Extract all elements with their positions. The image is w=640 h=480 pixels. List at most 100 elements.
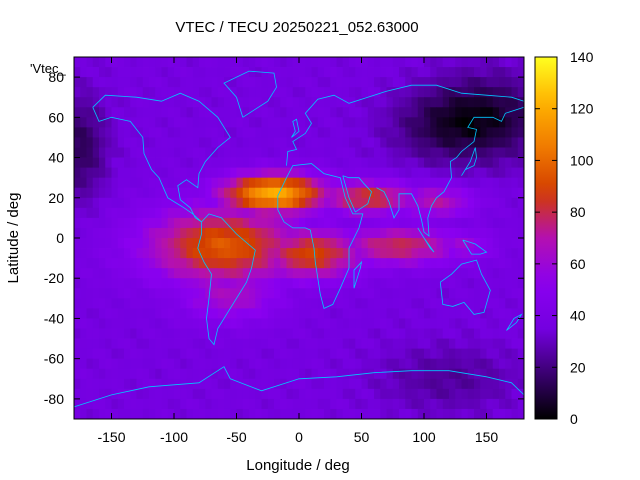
heatmap-cell xyxy=(111,298,119,309)
heatmap-cell xyxy=(486,358,494,370)
heatmap-cell xyxy=(517,177,525,189)
heatmap-cell xyxy=(486,227,494,239)
heatmap-cell xyxy=(130,268,137,279)
heatmap-cell xyxy=(324,258,331,269)
heatmap-cell xyxy=(167,127,175,138)
heatmap-cell xyxy=(280,157,287,169)
heatmap-cell xyxy=(367,197,375,209)
heatmap-cell xyxy=(467,408,475,420)
heatmap-cell xyxy=(330,338,337,350)
heatmap-cell xyxy=(411,248,419,259)
heatmap-cell xyxy=(211,137,219,148)
heatmap-cell xyxy=(486,248,494,259)
heatmap-cell xyxy=(430,207,437,219)
heatmap-cell xyxy=(255,137,262,148)
heatmap-cell xyxy=(130,398,137,410)
heatmap-cell xyxy=(461,318,469,329)
heatmap-cell xyxy=(474,328,481,339)
heatmap-cell xyxy=(86,348,94,360)
heatmap-cell xyxy=(430,187,437,199)
heatmap-cell xyxy=(167,238,175,249)
heatmap-cell xyxy=(411,127,419,138)
heatmap-cell xyxy=(292,268,300,279)
heatmap-cell xyxy=(417,187,425,199)
heatmap-cell xyxy=(274,127,281,138)
heatmap-cell xyxy=(111,248,119,259)
heatmap-cell xyxy=(349,107,356,118)
heatmap-cell xyxy=(155,298,162,309)
heatmap-cell xyxy=(374,107,381,118)
heatmap-cell xyxy=(180,97,187,108)
heatmap-cell xyxy=(380,137,387,148)
heatmap-cell xyxy=(461,358,469,370)
heatmap-cell xyxy=(467,348,475,360)
heatmap-cell xyxy=(117,157,125,169)
heatmap-cell xyxy=(286,298,294,309)
heatmap-cell xyxy=(311,187,319,199)
heatmap-cell xyxy=(186,318,194,329)
heatmap-cell xyxy=(317,238,325,249)
heatmap-cell xyxy=(217,288,225,299)
heatmap-cell xyxy=(217,308,225,319)
heatmap-cell xyxy=(330,127,337,138)
heatmap-cell xyxy=(392,378,400,390)
heatmap-cell xyxy=(274,57,281,68)
heatmap-cell xyxy=(105,87,112,98)
heatmap-cell xyxy=(249,67,256,78)
heatmap-cell xyxy=(74,328,81,339)
heatmap-cell xyxy=(217,348,225,360)
heatmap-cell xyxy=(205,308,212,319)
heatmap-cell xyxy=(199,328,206,339)
heatmap-cell xyxy=(142,238,150,249)
heatmap-cell xyxy=(249,238,256,249)
heatmap-cell xyxy=(224,117,231,128)
heatmap-cell xyxy=(111,147,119,158)
heatmap-cell xyxy=(74,197,81,209)
heatmap-cell xyxy=(217,157,225,169)
heatmap-cell xyxy=(99,368,106,380)
heatmap-cell xyxy=(92,338,100,350)
heatmap-cell xyxy=(442,207,450,219)
heatmap-cell xyxy=(136,358,144,370)
heatmap-cell xyxy=(180,398,187,410)
y-tick-label: -20 xyxy=(44,270,64,286)
heatmap-cell xyxy=(330,107,337,118)
heatmap-cell xyxy=(299,318,306,329)
heatmap-cell xyxy=(180,408,187,420)
heatmap-cell xyxy=(342,87,350,98)
heatmap-cell xyxy=(86,258,94,269)
heatmap-cell xyxy=(86,368,94,380)
heatmap-cell xyxy=(449,97,456,108)
heatmap-cell xyxy=(111,197,119,209)
heatmap-cell xyxy=(186,308,194,319)
heatmap-cell xyxy=(261,77,269,88)
heatmap-cell xyxy=(280,127,287,138)
heatmap-cell xyxy=(292,217,300,229)
heatmap-cell xyxy=(386,338,394,350)
heatmap-cell xyxy=(311,298,319,309)
heatmap-cell xyxy=(442,358,450,370)
heatmap-cell xyxy=(492,127,500,138)
heatmap-cell xyxy=(517,348,525,360)
heatmap-cell xyxy=(374,318,381,329)
heatmap-cell xyxy=(355,308,362,319)
heatmap-cell xyxy=(330,318,337,329)
heatmap-cell xyxy=(499,278,506,289)
heatmap-cell xyxy=(292,338,300,350)
heatmap-cell xyxy=(355,298,362,309)
heatmap-cell xyxy=(124,388,131,400)
heatmap-cell xyxy=(136,207,144,219)
heatmap-cell xyxy=(192,107,200,118)
heatmap-cell xyxy=(442,97,450,108)
heatmap-cell xyxy=(417,378,425,390)
heatmap-cell xyxy=(405,87,412,98)
heatmap-cell xyxy=(99,398,106,410)
heatmap-cell xyxy=(236,368,244,380)
heatmap-cell xyxy=(330,348,337,360)
heatmap-cell xyxy=(517,268,525,279)
heatmap-cell xyxy=(236,227,244,239)
heatmap-cell xyxy=(449,207,456,219)
heatmap-cell xyxy=(424,398,431,410)
heatmap-cell xyxy=(242,157,250,169)
heatmap-cell xyxy=(155,318,162,329)
